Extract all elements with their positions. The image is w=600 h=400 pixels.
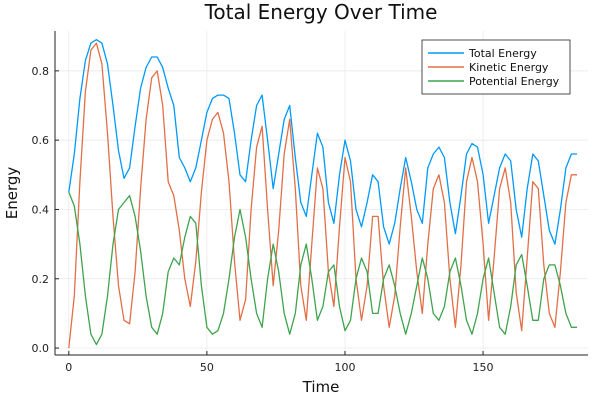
chart-title: Total Energy Over Time: [204, 0, 438, 24]
legend-label-total-energy: Total Energy: [468, 47, 537, 60]
legend-label-potential-energy: Potential Energy: [469, 75, 560, 88]
y-axis-title: Energy: [3, 167, 21, 220]
y-tick-label: 0.2: [32, 273, 50, 286]
x-axis-title: Time: [302, 378, 340, 396]
y-tick-label: 0.4: [32, 203, 50, 216]
series-line-potential-energy: [68, 191, 577, 346]
y-tick-label: 0.6: [32, 134, 50, 147]
x-tick-label: 100: [334, 361, 355, 374]
axes: 0 50 100 150 0.0 0.2 0.4 0.6 0.8: [32, 31, 588, 374]
legend-label-kinetic-energy: Kinetic Energy: [469, 61, 549, 74]
x-tick-label: 150: [473, 361, 494, 374]
x-tick-label: 50: [200, 361, 214, 374]
y-tick-label: 0.0: [32, 342, 50, 355]
series-lines: [68, 39, 577, 349]
y-tick-label: 0.8: [32, 65, 50, 78]
legend: Total Energy Kinetic Energy Potential En…: [421, 39, 571, 95]
series-line-total-energy: [68, 39, 577, 245]
x-tick-label: 0: [65, 361, 72, 374]
